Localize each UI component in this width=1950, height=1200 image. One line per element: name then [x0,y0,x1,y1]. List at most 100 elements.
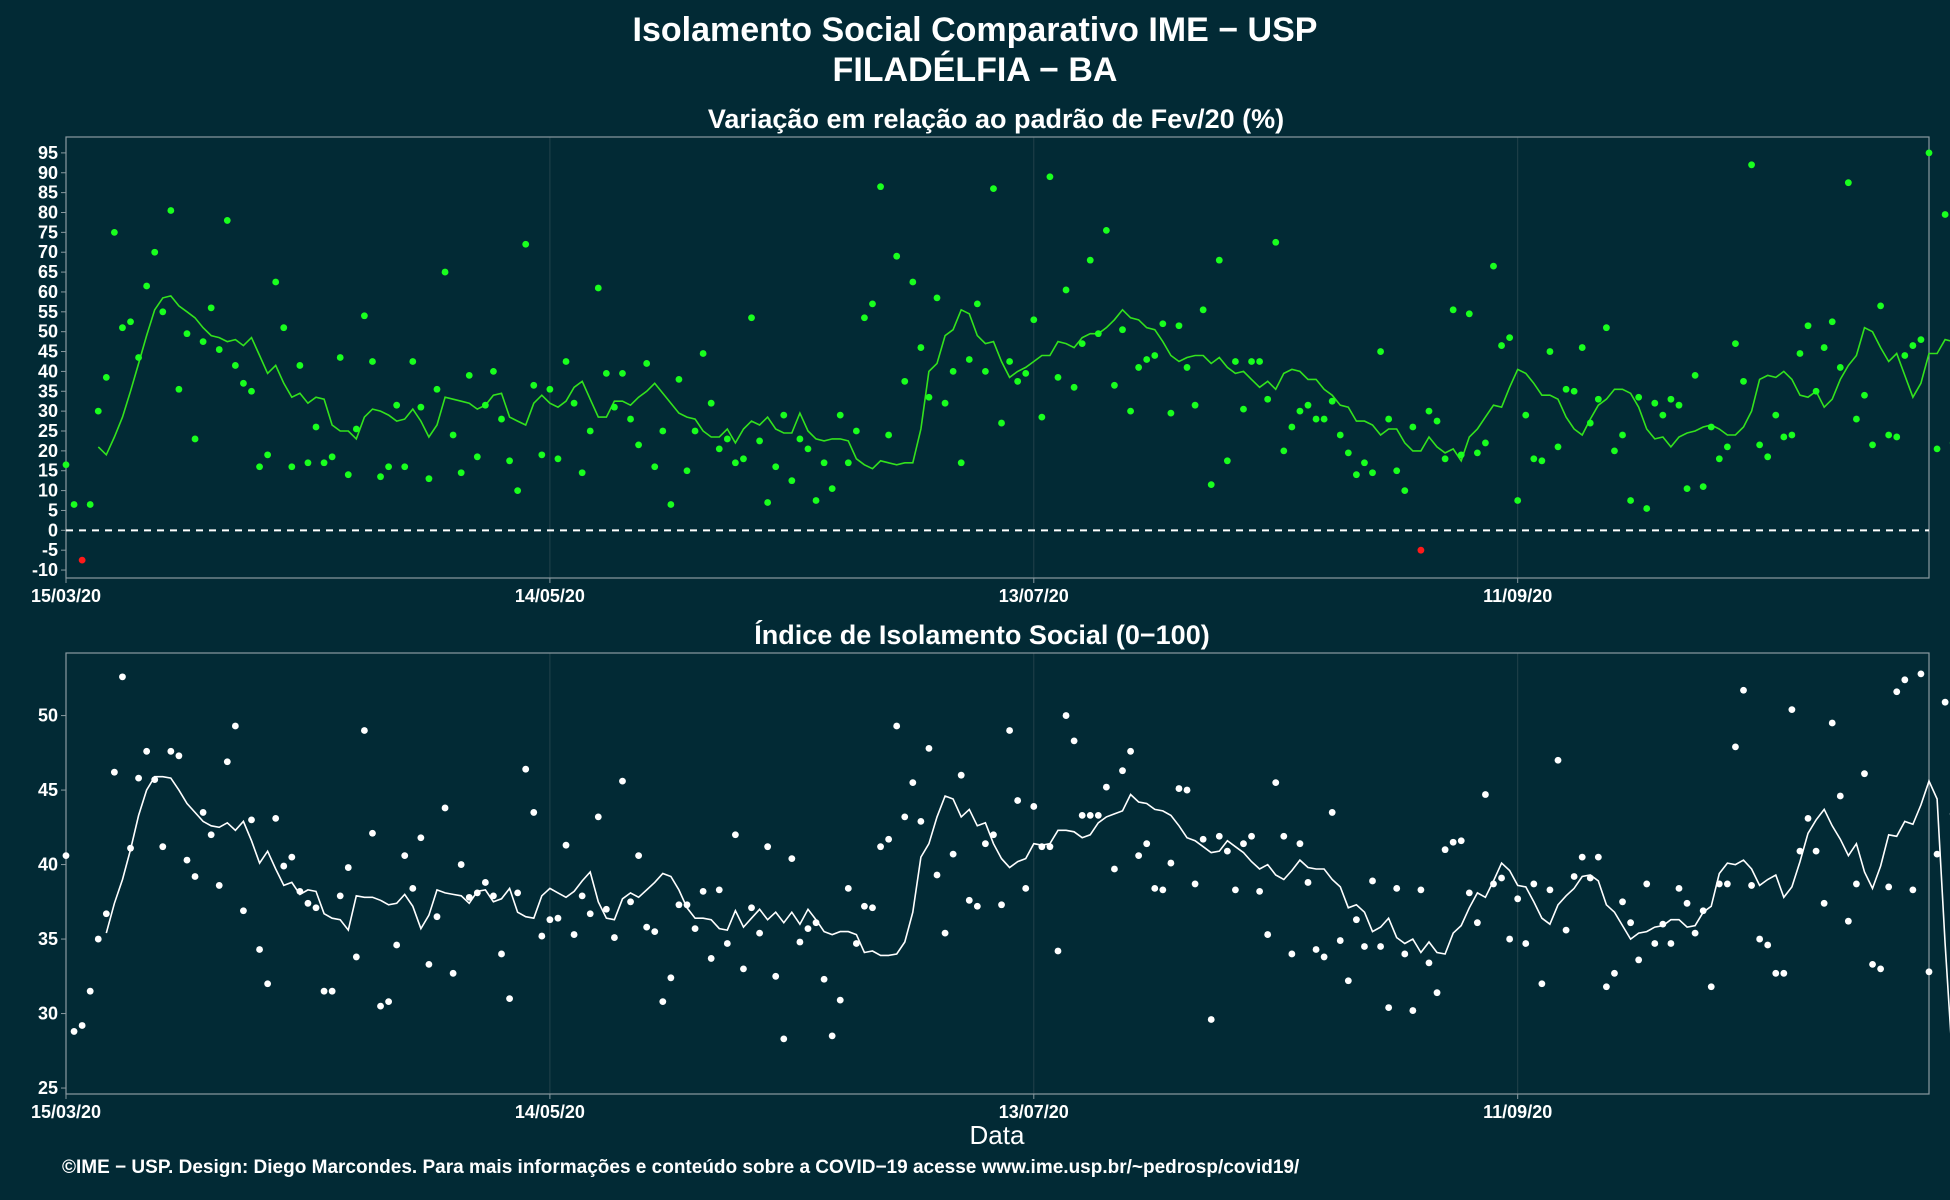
top-panel-title: Variação em relação ao padrão de Fev/20 … [708,104,1284,134]
data-point [982,368,989,375]
data-point [385,463,392,471]
data-point [481,401,489,409]
data-point [901,377,909,385]
y-tick-label: 15 [38,461,58,481]
data-point [1861,391,1868,399]
data-point [1369,877,1376,885]
data-point [522,240,530,248]
data-point [1151,352,1159,359]
data-point [272,278,280,286]
data-point [344,864,352,871]
data-point [1006,358,1013,365]
data-point [110,768,118,776]
data-point [1320,953,1328,961]
data-point [1756,441,1764,449]
data-point [1683,899,1691,907]
data-point [1135,852,1143,860]
data-point [812,497,820,504]
data-point [231,362,239,369]
data-point [748,314,755,322]
data-point [788,477,796,485]
data-point [1062,712,1070,719]
data-point [1933,445,1941,453]
data-point [756,437,763,445]
data-point [1877,965,1885,973]
data-point [1473,919,1481,927]
data-point [1473,449,1481,457]
data-point [498,950,505,958]
data-point [1732,340,1739,347]
data-point [328,453,336,461]
data-point [1191,401,1199,409]
data-point [546,385,554,393]
data-point [522,765,530,773]
data-point [852,940,860,947]
data-point [215,346,223,353]
data-point [546,916,554,924]
data-point [1530,880,1538,888]
data-point [1304,401,1312,409]
data-point [151,776,159,784]
data-point [1554,756,1562,764]
data-point [288,463,296,471]
data-point [1393,884,1401,892]
data-point [1457,837,1465,845]
data-point [586,910,594,918]
data-point [1215,256,1223,264]
data-point [570,931,578,938]
data-point [1482,791,1489,798]
data-point [764,499,772,506]
data-point [1691,929,1699,937]
data-point [352,953,360,961]
panel-border [65,136,1930,579]
data-point [1853,880,1860,888]
data-point [1869,441,1876,449]
data-point [1417,886,1425,894]
data-point [481,879,489,886]
data-point [1586,874,1594,882]
y-tick-label: -5 [42,540,58,560]
data-point [1127,747,1134,755]
data-point [731,831,739,839]
data-point [1062,286,1070,294]
data-point [1506,334,1514,342]
data-point [1667,395,1675,403]
data-point [1312,946,1320,953]
x-axis-label: Data [970,1120,1025,1150]
data-point [1764,453,1772,461]
data-point [377,1002,384,1010]
data-point [804,925,812,933]
data-point [86,501,94,508]
y-tick-label: 50 [38,706,58,726]
data-point [1377,943,1384,950]
data-point [1514,895,1522,903]
data-point [1683,485,1691,493]
data-point [433,385,441,393]
data-point [377,473,384,481]
data-point [223,217,231,224]
data-point [1014,377,1022,385]
data-point [441,804,449,812]
data-point [731,459,739,467]
data-point [659,998,667,1006]
data-point [1723,443,1731,451]
data-point [264,980,272,988]
data-point [740,965,747,973]
data-point [1659,920,1667,928]
data-point [1223,457,1231,465]
data-point [401,463,409,471]
data-point [1030,803,1038,810]
data-point [998,901,1005,909]
data-point [1893,688,1901,696]
data-point [1328,397,1336,405]
data-point [1482,439,1489,447]
data-point [175,752,183,760]
data-point [1425,407,1433,415]
data-point [780,411,788,419]
y-tick-label: 75 [38,222,58,242]
data-point [86,987,94,995]
data-point [1538,980,1546,988]
data-point [1546,348,1554,355]
data-point [369,829,376,837]
data-point [917,817,925,825]
